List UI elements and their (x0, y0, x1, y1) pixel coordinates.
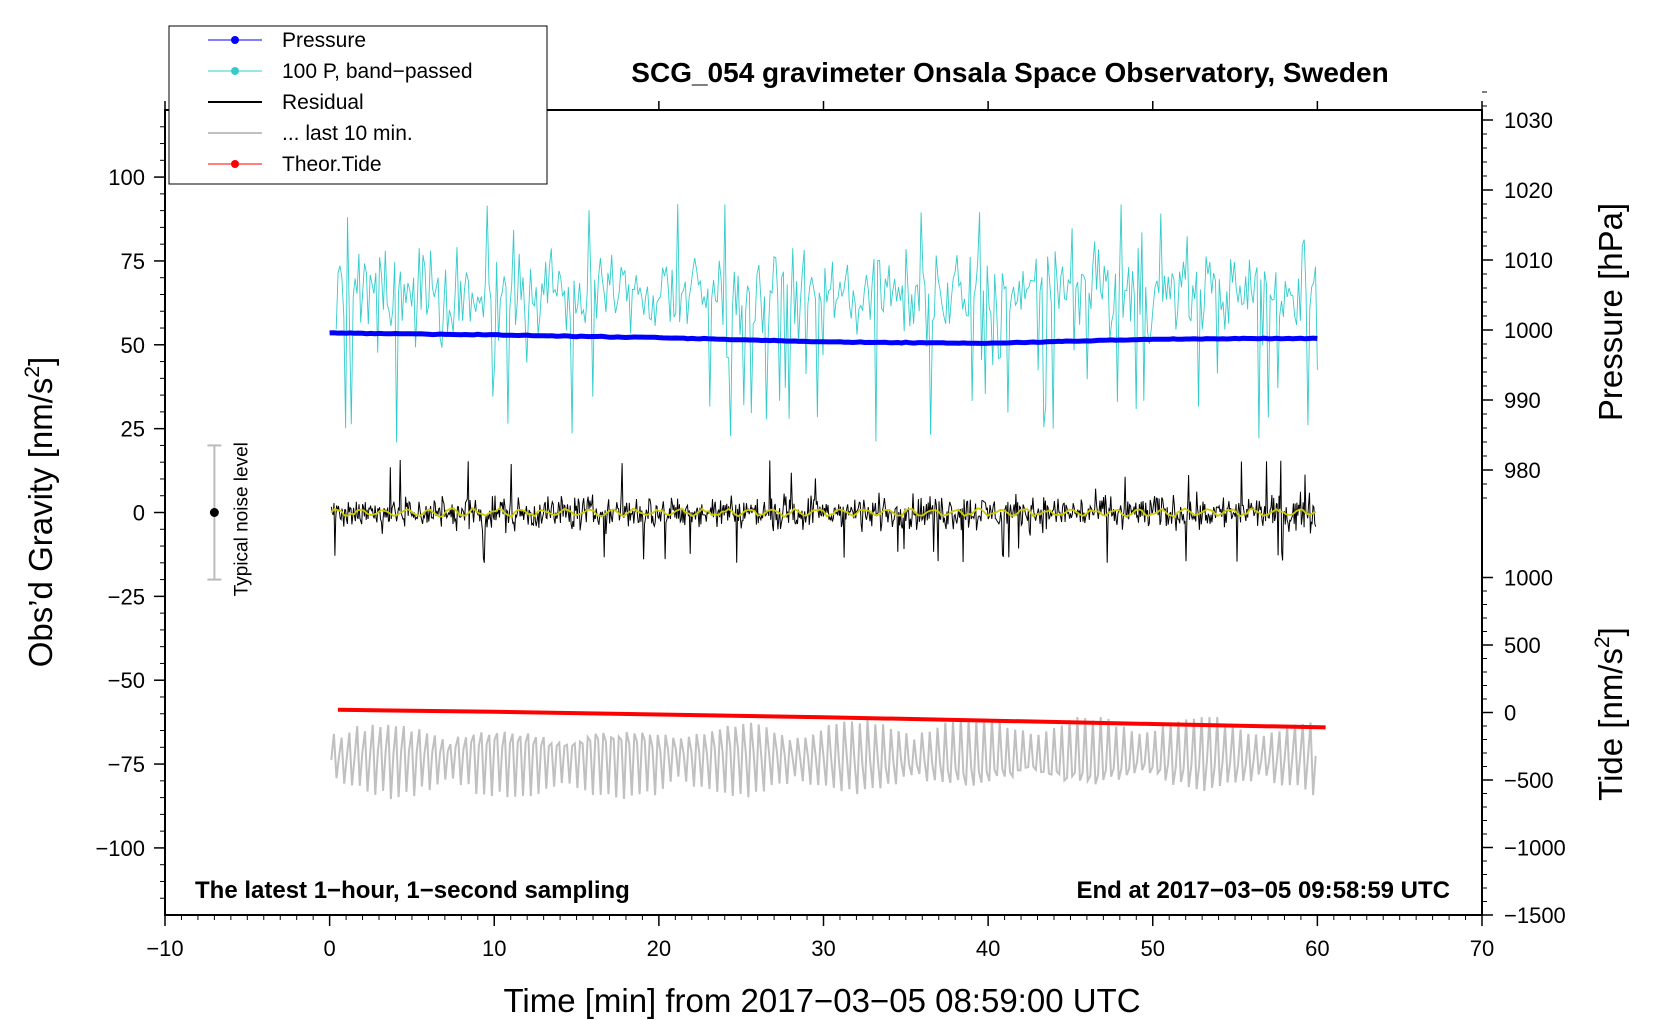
y-tick-label: 0 (133, 501, 145, 526)
x-tick-label: 10 (482, 936, 506, 961)
legend-label: Theor.Tide (282, 153, 382, 176)
legend-label: ... last 10 min. (282, 122, 413, 145)
tide-tick-label: −500 (1504, 768, 1554, 793)
y-tick-label: −25 (108, 584, 145, 609)
axis-ticks: −10 0 10 20 30 40 50 60 70−100−75−50−25025507510… (95, 91, 1566, 961)
series-residual-smoothed (330, 506, 1317, 519)
series-bandpassed-pressure (335, 204, 1318, 443)
y-tick-label: 25 (121, 417, 145, 442)
legend: Pressure 100 P, band−passed Residual ... la… (168, 25, 548, 185)
tide-tick-label: 1000 (1504, 566, 1553, 591)
legend-label: Residual (282, 91, 364, 114)
tide-tick-label: 0 (1504, 701, 1516, 726)
x-tick-label: 60 (1305, 936, 1329, 961)
x-tick-label: −10 (146, 936, 183, 961)
y-tick-label: 50 (121, 333, 145, 358)
y-axis-title-tide: Tide [nm/s2] (1591, 627, 1629, 801)
tide-tick-label: 500 (1504, 633, 1541, 658)
legend-marker (231, 67, 239, 75)
x-axis-title: Time [min] from 2017−03−05 08:59:00 UTC (503, 982, 1140, 1019)
chart-title: SCG_054 gravimeter Onsala Space Observat… (631, 57, 1388, 88)
x-tick-label: 20 (647, 936, 671, 961)
legend-marker (231, 160, 239, 168)
x-tick-label: 70 (1470, 936, 1494, 961)
x-tick-label: 30 (811, 936, 835, 961)
series-residual (330, 459, 1317, 563)
legend-label: 100 P, band−passed (282, 60, 473, 83)
pressure-tick-label: 1010 (1504, 248, 1553, 273)
y-tick-label: 75 (121, 249, 145, 274)
tide-tick-label: −1000 (1504, 836, 1566, 861)
legend-marker (231, 36, 239, 44)
series-pressure (329, 330, 1318, 346)
x-tick-label: 0 (324, 936, 336, 961)
pressure-tick-label: 980 (1504, 458, 1541, 483)
series-theoretical-tide (337, 707, 1326, 730)
pressure-tick-label: 1000 (1504, 318, 1553, 343)
series-last-10-min (330, 717, 1317, 800)
x-tick-label: 40 (976, 936, 1000, 961)
annotation-sampling: The latest 1−hour, 1−second sampling (195, 877, 630, 904)
y-axis-title-pressure: Pressure [hPa] (1592, 203, 1629, 421)
y-axis-title-left: Obs’d Gravity [nm/s2] (21, 357, 59, 668)
legend-label: Pressure (282, 29, 366, 52)
noise-bar-center (209, 508, 219, 517)
y-tick-label: −100 (95, 836, 145, 861)
y-tick-label: −75 (108, 752, 145, 777)
annotation-end-time: End at 2017−03−05 09:58:59 UTC (1076, 877, 1450, 904)
y-tick-label: −50 (108, 668, 145, 693)
pressure-tick-label: 990 (1504, 388, 1541, 413)
noise-level-label: Typical noise level (231, 442, 252, 596)
y-tick-label: 100 (108, 165, 145, 190)
pressure-tick-label: 1030 (1504, 108, 1553, 133)
series-layer (329, 204, 1326, 800)
pressure-tick-label: 1020 (1504, 178, 1553, 203)
legend-box (168, 25, 548, 185)
x-tick-label: 50 (1141, 936, 1165, 961)
noise-level-indicator (207, 444, 222, 581)
tide-tick-label: −1500 (1504, 903, 1566, 928)
